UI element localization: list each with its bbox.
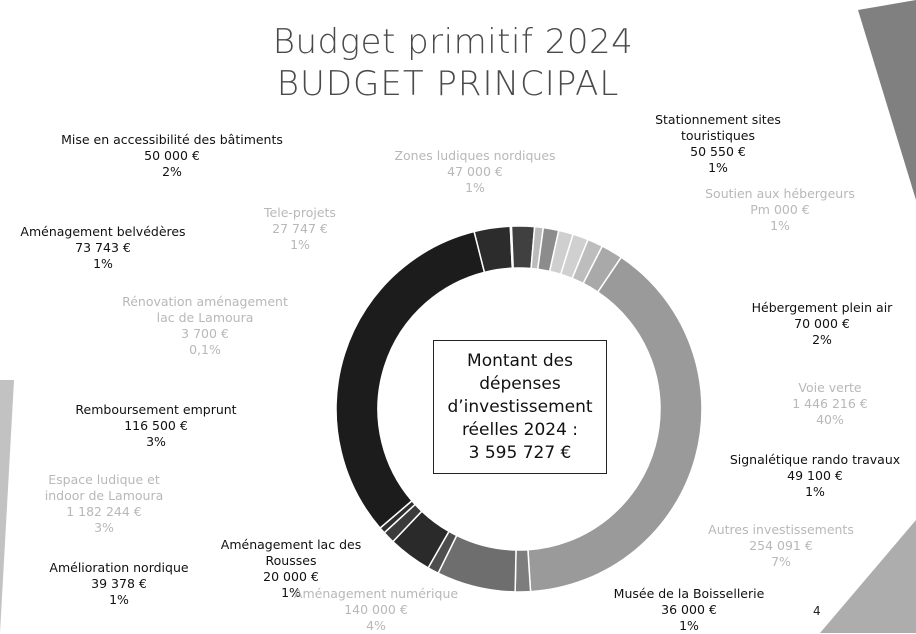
label-name: Remboursement emprunt (75, 402, 237, 417)
label-amount: 47 000 € (447, 164, 503, 179)
label-name-1: Stationnement sites (655, 112, 781, 127)
label-accessibilite: Mise en accessibilité des bâtiments 50 0… (42, 132, 302, 180)
label-signaletique: Signalétique rando travaux 49 100 € 1% (716, 452, 914, 500)
label-name: Voie verte (798, 380, 862, 395)
label-percent: 1% (708, 160, 728, 175)
donut-slice (548, 229, 575, 276)
label-percent: 2% (162, 164, 182, 179)
title-line-1: Budget primitif 2024 (272, 22, 634, 62)
label-amount: 1 182 244 € (66, 504, 142, 519)
page-title: Budget primitif 2024 BUDGET PRINCIPAL (0, 22, 916, 104)
label-name-1: Espace ludique et (48, 472, 160, 487)
label-soutien-hebergeurs: Soutien aux hébergeurs Pm 000 € 1% (680, 186, 880, 234)
total-line-3: d’investissement (447, 396, 593, 417)
label-percent: 4% (366, 618, 386, 633)
label-name: Aménagement belvédères (20, 224, 186, 239)
label-amount: 116 500 € (124, 418, 188, 433)
total-line-4: réelles 2024 : (461, 419, 579, 440)
label-percent: 1% (109, 592, 129, 607)
label-amount: 70 000 € (794, 316, 850, 331)
label-hebergement: Hébergement plein air 70 000 € 2% (730, 300, 914, 348)
label-percent: 0,1% (189, 342, 221, 357)
total-line-2: dépenses (479, 373, 561, 394)
label-stationnement: Stationnement sites touristiques 50 550 … (628, 112, 808, 176)
label-nordique: Amélioration nordique 39 378 € 1% (24, 560, 214, 608)
label-amount: 49 100 € (787, 468, 843, 483)
label-name: Amélioration nordique (49, 560, 189, 575)
label-name-1: Aménagement lac des (220, 537, 362, 552)
label-name-1: Rénovation aménagement (122, 294, 288, 309)
label-amount: 140 000 € (344, 602, 408, 617)
label-percent: 1% (805, 484, 825, 499)
label-espace-ludique: Espace ludique et indoor de Lamoura 1 18… (24, 472, 184, 536)
label-belvederes: Aménagement belvédères 73 743 € 1% (18, 224, 188, 272)
label-musee: Musée de la Boissellerie 36 000 € 1% (594, 586, 784, 634)
label-name: Musée de la Boissellerie (613, 586, 765, 601)
label-renovation-lamoura: Rénovation aménagement lac de Lamoura 3 … (100, 294, 310, 358)
label-amount: 20 000 € (263, 569, 319, 584)
donut-slice (527, 256, 703, 593)
donut-slice (514, 548, 532, 593)
label-percent: 1% (465, 180, 485, 195)
label-percent: 3% (146, 434, 166, 449)
page-number: 4 (813, 604, 821, 618)
label-amount: 36 000 € (661, 602, 717, 617)
label-percent: 1% (281, 585, 301, 600)
label-name-2: touristiques (680, 128, 756, 143)
label-numerique: Aménagement numérique 140 000 € 4% (276, 586, 476, 634)
label-name: Signalétique rando travaux (729, 452, 901, 467)
label-autres: Autres investissements 254 091 € 7% (686, 522, 876, 570)
label-name: Soutien aux hébergeurs (705, 186, 855, 201)
label-name-2: lac de Lamoura (156, 310, 254, 325)
title-line-2: BUDGET PRINCIPAL (276, 64, 620, 104)
total-line-1: Montant des (467, 350, 573, 371)
label-name-2: Rousses (265, 553, 317, 568)
label-name: Mise en accessibilité des bâtiments (61, 132, 283, 147)
label-lac-rousses: Aménagement lac des Rousses 20 000 € 1% (206, 537, 376, 601)
label-emprunt: Remboursement emprunt 116 500 € 3% (56, 402, 256, 450)
label-amount: 1 446 216 € (792, 396, 868, 411)
label-name: Zones ludiques nordiques (394, 148, 556, 163)
label-percent: 1% (679, 618, 699, 633)
label-tele-projets: Tele-projets 27 747 € 1% (240, 205, 360, 253)
label-zones-ludiques: Zones ludiques nordiques 47 000 € 1% (370, 148, 580, 196)
label-percent: 1% (93, 256, 113, 271)
label-amount: 50 550 € (690, 144, 746, 159)
label-name: Hébergement plein air (751, 300, 893, 315)
label-percent: 2% (812, 332, 832, 347)
label-name-2: indoor de Lamoura (44, 488, 164, 503)
label-amount: 27 747 € (272, 221, 328, 236)
label-amount: Pm 000 € (750, 202, 810, 217)
total-amount: 3 595 727 € (468, 442, 572, 463)
label-amount: 3 700 € (181, 326, 229, 341)
label-name: Aménagement numérique (293, 586, 459, 601)
label-percent: 3% (94, 520, 114, 535)
label-name: Autres investissements (708, 522, 854, 537)
total-box: Montant des dépenses d’investissement ré… (433, 340, 607, 474)
label-name: Tele-projets (264, 205, 336, 220)
label-percent: 1% (290, 237, 310, 252)
label-voie-verte: Voie verte 1 446 216 € 40% (760, 380, 900, 428)
label-percent: 40% (816, 412, 844, 427)
label-amount: 73 743 € (75, 240, 131, 255)
label-amount: 254 091 € (749, 538, 813, 553)
label-percent: 1% (770, 218, 790, 233)
label-amount: 50 000 € (144, 148, 200, 163)
label-percent: 7% (771, 554, 791, 569)
label-amount: 39 378 € (91, 576, 147, 591)
